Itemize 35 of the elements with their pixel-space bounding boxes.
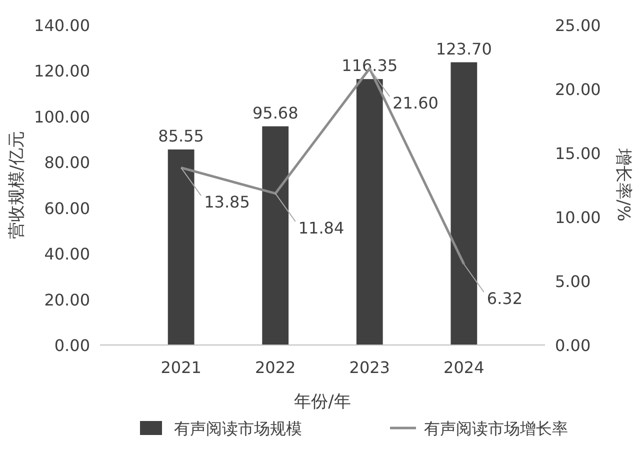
y-axis-title: 营收规模/亿元	[7, 131, 27, 239]
data-label: 13.85	[204, 192, 250, 212]
data-label: 11.84	[298, 218, 344, 238]
data-label: 123.70	[436, 39, 492, 58]
data-label: 85.55	[158, 126, 204, 146]
data-label: 95.68	[252, 103, 298, 122]
y-tick-label: 100.00	[34, 107, 90, 126]
y2-tick-label: 0.00	[555, 336, 591, 355]
y2-axis-title: 增长率/%	[613, 148, 633, 222]
y-tick-label: 40.00	[44, 244, 90, 264]
y2-tick-label: 15.00	[555, 144, 601, 163]
y-tick-label: 20.00	[44, 290, 90, 310]
x-tick-label: 2021	[160, 358, 202, 377]
y-tick-label: 120.00	[34, 62, 90, 81]
y-tick-label: 0.00	[54, 336, 90, 355]
bar	[356, 79, 383, 345]
y2-tick-label: 5.00	[555, 272, 591, 291]
data-label: 21.60	[392, 94, 438, 113]
bar	[168, 149, 194, 345]
y2-tick-label: 20.00	[555, 80, 601, 99]
x-tick-label: 2023	[349, 358, 390, 377]
y-tick-label: 60.00	[44, 198, 90, 218]
data-label: 116.35	[342, 56, 398, 76]
y2-tick-label: 10.00	[555, 208, 601, 227]
y-tick-label: 80.00	[44, 153, 90, 172]
legend-label: 有声阅读市场增长率	[424, 419, 568, 438]
x-tick-label: 2022	[255, 358, 296, 377]
data-label: 6.32	[486, 289, 523, 308]
legend-label: 有声阅读市场规模	[174, 419, 302, 438]
bar	[450, 62, 478, 345]
y-tick-label: 140.00	[34, 16, 90, 35]
x-tick-label: 2024	[444, 358, 484, 377]
x-axis-title: 年份/年	[294, 392, 351, 412]
bar	[262, 126, 289, 345]
y2-tick-label: 25.00	[555, 16, 601, 35]
